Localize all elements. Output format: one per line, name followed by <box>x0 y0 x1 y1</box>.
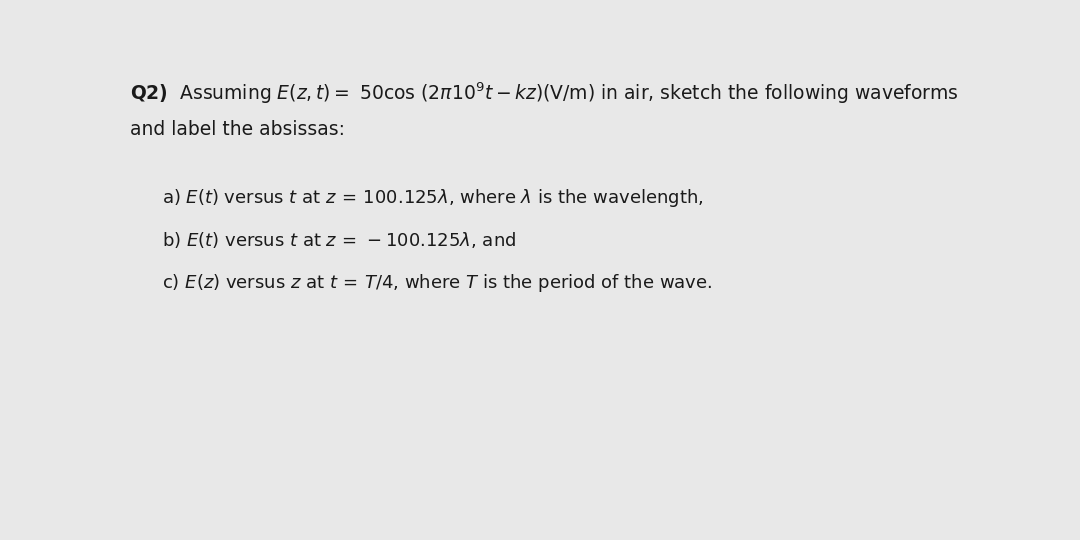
Text: and label the absissas:: and label the absissas: <box>131 120 346 139</box>
Text: $\bf{Q2)}$  Assuming $E(z,t)=$ 50cos $(2\pi 10^9t - kz)(\mathrm{V/m})$ in air, s: $\bf{Q2)}$ Assuming $E(z,t)=$ 50cos $(2\… <box>131 81 959 106</box>
Text: b) $E(t)$ versus $t$ at $z\,=\,-100.125\lambda$, and: b) $E(t)$ versus $t$ at $z\,=\,-100.125\… <box>162 230 516 249</box>
Text: c) $E(z)$ versus $z$ at $t\,=\,T/4$, where $T$ is the period of the wave.: c) $E(z)$ versus $z$ at $t\,=\,T/4$, whe… <box>162 272 712 294</box>
Text: a) $E(t)$ versus $t$ at $z\,=\,100.125\lambda$, where $\lambda$ is the wavelengt: a) $E(t)$ versus $t$ at $z\,=\,100.125\l… <box>162 187 703 209</box>
